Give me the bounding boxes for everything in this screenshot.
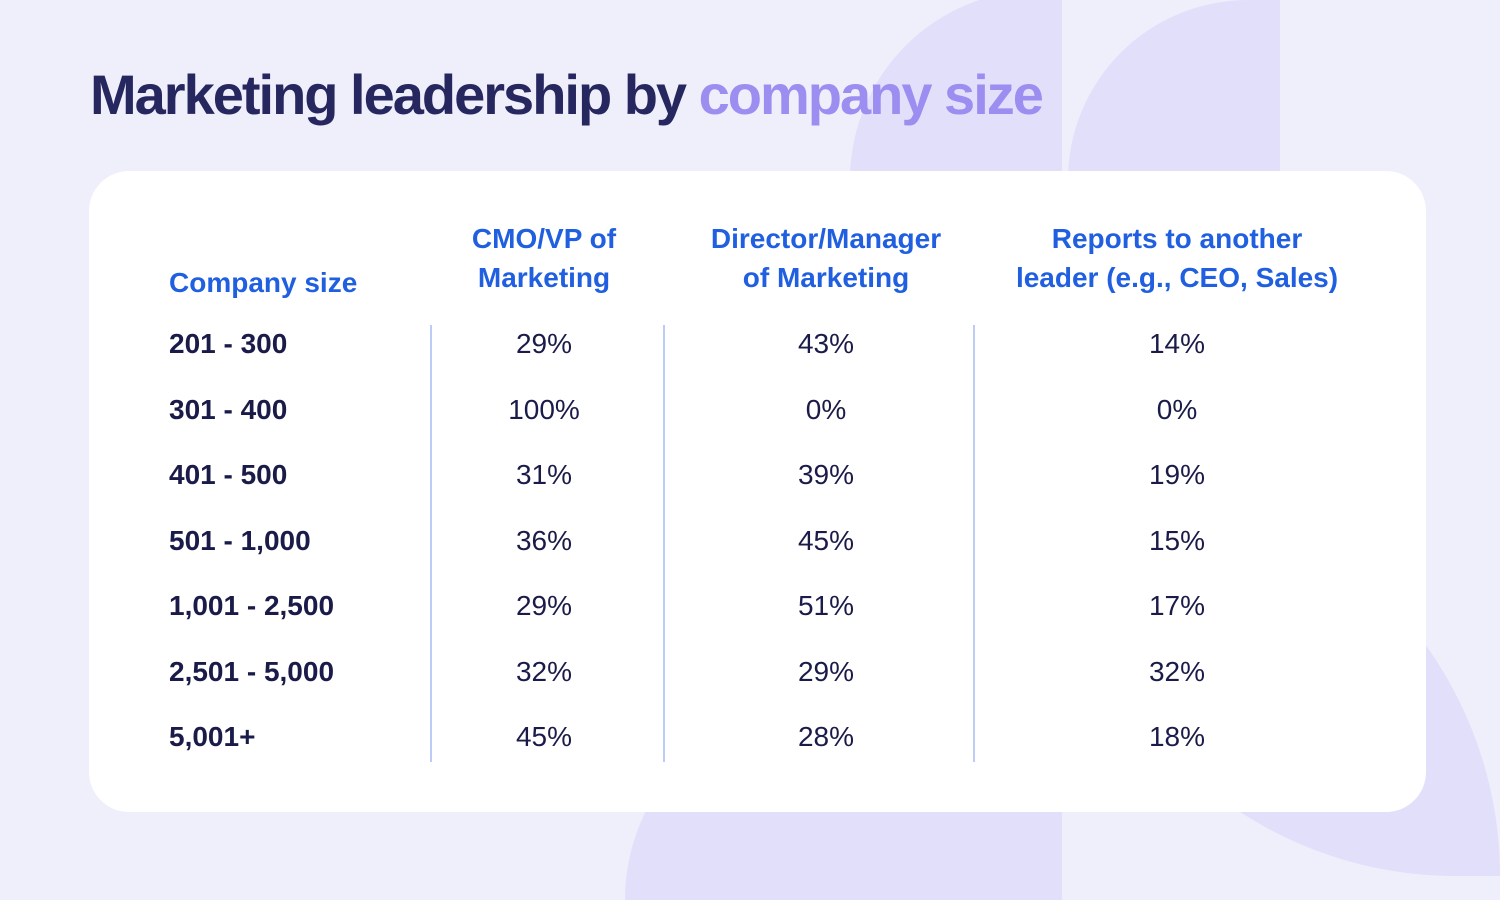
percent-cell: 18% bbox=[1148, 721, 1206, 752]
title-main: Marketing leadership by bbox=[90, 63, 687, 126]
percent-cell: 32% bbox=[515, 655, 573, 687]
percent-cell: 0% bbox=[805, 393, 847, 425]
company-size-cell: 2,501 - 5,000 bbox=[169, 655, 335, 687]
company-size-cell: 301 - 400 bbox=[169, 393, 288, 425]
header-company-size: Company size bbox=[169, 267, 358, 298]
header-reports: Reports to another leader (e.g., CEO, Sal… bbox=[1015, 223, 1339, 293]
percent-cell: 29% bbox=[797, 655, 855, 687]
title-accent: company size bbox=[698, 63, 1044, 126]
percent-cell: 32% bbox=[1148, 655, 1206, 687]
company-size-cell: 201 - 300 bbox=[169, 328, 288, 359]
percent-cell: 0% bbox=[1156, 393, 1198, 425]
company-size-cell: 501 - 1,000 bbox=[169, 524, 311, 556]
table-card: Company size CMO/VP of Marketing Director… bbox=[89, 171, 1426, 812]
percent-cell: 45% bbox=[797, 524, 855, 556]
column-divider bbox=[973, 325, 975, 762]
percent-cell: 28% bbox=[797, 721, 855, 752]
percent-cell: 39% bbox=[797, 459, 855, 490]
header-director: Director/Manager of Marketing bbox=[710, 223, 942, 293]
company-size-cell: 5,001+ bbox=[169, 721, 256, 752]
percent-cell: 31% bbox=[515, 459, 573, 490]
company-size-cell: 401 - 500 bbox=[169, 459, 288, 490]
bg-shape bbox=[1068, 0, 1280, 180]
percent-cell: 15% bbox=[1148, 524, 1206, 556]
percent-cell: 45% bbox=[515, 721, 573, 752]
percent-cell: 29% bbox=[515, 590, 573, 621]
percent-cell: 51% bbox=[797, 590, 855, 621]
percent-cell: 19% bbox=[1148, 459, 1206, 490]
table-row: 5,001+ 45% 28% 18% bbox=[89, 721, 1426, 761]
percent-cell: 17% bbox=[1148, 590, 1206, 621]
percent-cell: 36% bbox=[515, 524, 573, 556]
company-size-cell: 1,001 - 2,500 bbox=[169, 590, 335, 621]
column-divider bbox=[430, 325, 432, 762]
column-divider bbox=[663, 325, 665, 762]
percent-cell: 43% bbox=[797, 328, 855, 359]
table-row: 501 - 1,000 36% 45% 15% bbox=[89, 525, 1426, 565]
percent-cell: 100% bbox=[508, 393, 580, 425]
percent-cell: 14% bbox=[1148, 328, 1206, 359]
page-title: Marketing leadership by company size bbox=[90, 62, 1044, 127]
table-row: 1,001 - 2,500 29% 51% 17% bbox=[89, 590, 1426, 630]
table-row: 301 - 400 100% 0% 0% bbox=[89, 394, 1426, 434]
percent-cell: 29% bbox=[515, 328, 573, 359]
table-row: 2,501 - 5,000 32% 29% 32% bbox=[89, 656, 1426, 696]
table-row: 401 - 500 31% 39% 19% bbox=[89, 459, 1426, 499]
table-row: 201 - 300 29% 43% 14% bbox=[89, 328, 1426, 368]
header-cmo: CMO/VP of Marketing bbox=[471, 223, 617, 293]
